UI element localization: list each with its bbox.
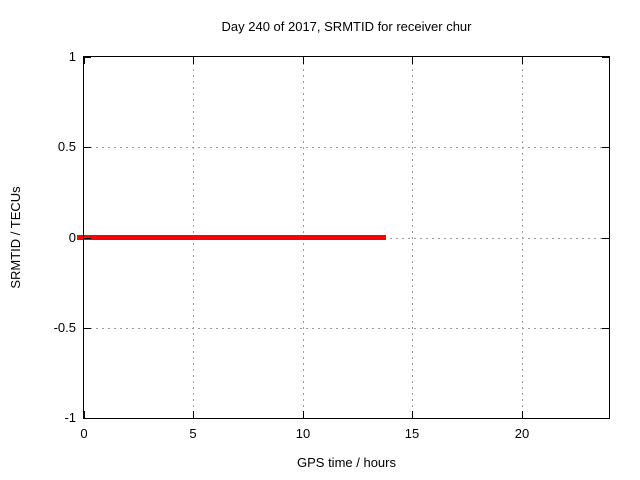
chart-title: Day 240 of 2017, SRMTID for receiver chu… (221, 19, 472, 34)
y-tick-right-0.5 (602, 147, 609, 148)
x-axis-label: GPS time / hours (297, 455, 396, 470)
x-tick-top-10 (303, 57, 304, 64)
y-tick-left--0.5 (84, 328, 91, 329)
x-tick-top-20 (522, 57, 523, 64)
y-tick-right--0.5 (602, 328, 609, 329)
x-tick-top-5 (193, 57, 194, 64)
x-tick-bottom-20 (522, 411, 523, 418)
y-tick-right-0 (602, 238, 609, 239)
series-line-srmtid (77, 235, 386, 240)
gridline-y-0.5 (84, 147, 609, 148)
x-tick-label-10: 10 (295, 426, 311, 441)
x-tick-bottom-5 (193, 411, 194, 418)
y-tick-left-0 (84, 238, 91, 239)
x-tick-label-15: 15 (404, 426, 420, 441)
x-tick-label-20: 20 (514, 426, 530, 441)
x-tick-bottom-15 (412, 411, 413, 418)
x-tick-bottom-10 (303, 411, 304, 418)
y-tick-label-0: 0 (68, 230, 76, 245)
gridline-y--0.5 (84, 328, 609, 329)
y-tick-label-0.5: 0.5 (57, 139, 76, 154)
x-tick-top-15 (412, 57, 413, 64)
gridline-x-15 (412, 57, 413, 418)
x-tick-top-0 (84, 57, 85, 64)
x-tick-label-5: 5 (189, 426, 197, 441)
x-tick-label-0: 0 (80, 426, 88, 441)
plot-area (77, 56, 610, 419)
y-tick-left-1 (84, 57, 91, 58)
y-tick-label--0.5: -0.5 (53, 320, 76, 335)
y-tick-right--1 (602, 418, 609, 419)
gridline-x-20 (522, 57, 523, 418)
x-tick-bottom-0 (84, 411, 85, 418)
y-tick-label-1: 1 (68, 49, 76, 64)
y-tick-label--1: -1 (64, 410, 76, 425)
y-tick-left--1 (84, 418, 91, 419)
y-tick-right-1 (602, 57, 609, 58)
y-tick-left-0.5 (84, 147, 91, 148)
